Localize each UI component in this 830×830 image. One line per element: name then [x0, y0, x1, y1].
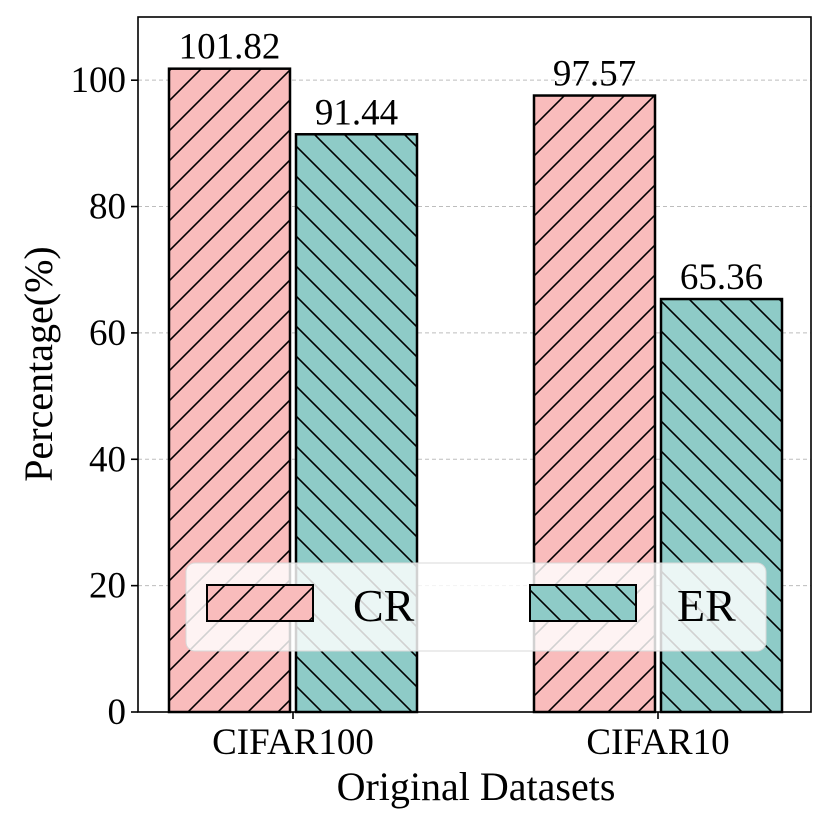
plot-frame	[137, 16, 812, 713]
data-label: 65.36	[680, 257, 763, 298]
data-labels: 101.82 91.44 97.57 65.36	[179, 27, 764, 298]
x-axis-ticks: CIFAR100 CIFAR10	[212, 712, 730, 763]
data-label: 101.82	[179, 27, 281, 68]
legend-label-cr: CR	[353, 580, 415, 631]
x-tick-label: CIFAR100	[212, 722, 374, 763]
y-tick-label: 0	[108, 692, 127, 733]
y-axis-title: Percentage(%)	[16, 246, 61, 481]
data-label: 91.44	[315, 92, 398, 133]
y-tick-label: 100	[71, 60, 127, 101]
y-tick-label: 60	[89, 313, 126, 354]
y-tick-label: 20	[89, 566, 126, 607]
y-tick-label: 40	[89, 439, 126, 480]
y-tick-label: 80	[89, 187, 126, 228]
y-axis-ticks: 0 20 40 60 80 100	[71, 60, 138, 733]
x-tick-label: CIFAR10	[586, 722, 729, 763]
legend: CR ER	[185, 562, 767, 652]
legend-swatch-cr	[206, 584, 314, 622]
x-axis-title: Original Datasets	[337, 764, 616, 809]
legend-label-er: ER	[677, 580, 736, 631]
data-label: 97.57	[553, 54, 636, 95]
legend-swatch-er	[529, 584, 637, 622]
